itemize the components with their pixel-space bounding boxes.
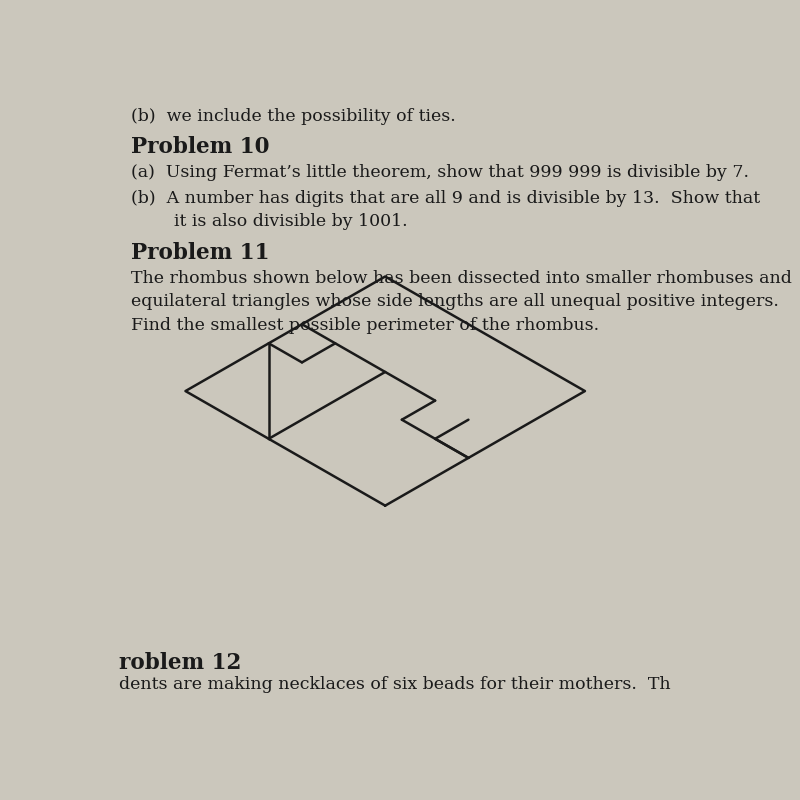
Text: Find the smallest possible perimeter of the rhombus.: Find the smallest possible perimeter of … [131, 317, 599, 334]
Text: Problem 11: Problem 11 [131, 242, 270, 264]
Text: equilateral triangles whose side lengths are all unequal positive integers.: equilateral triangles whose side lengths… [131, 293, 779, 310]
Text: (b)  A number has digits that are all 9 and is divisible by 13.  Show that: (b) A number has digits that are all 9 a… [131, 190, 760, 206]
Text: roblem 12: roblem 12 [118, 652, 241, 674]
Text: dents are making necklaces of six beads for their mothers.  Th: dents are making necklaces of six beads … [118, 676, 670, 694]
Text: it is also divisible by 1001.: it is also divisible by 1001. [174, 213, 408, 230]
Text: The rhombus shown below has been dissected into smaller rhombuses and: The rhombus shown below has been dissect… [131, 270, 792, 286]
Text: (b)  we include the possibility of ties.: (b) we include the possibility of ties. [131, 108, 456, 126]
Text: (a)  Using Fermat’s little theorem, show that 999 999 is divisible by 7.: (a) Using Fermat’s little theorem, show … [131, 164, 749, 181]
Text: Problem 10: Problem 10 [131, 136, 270, 158]
